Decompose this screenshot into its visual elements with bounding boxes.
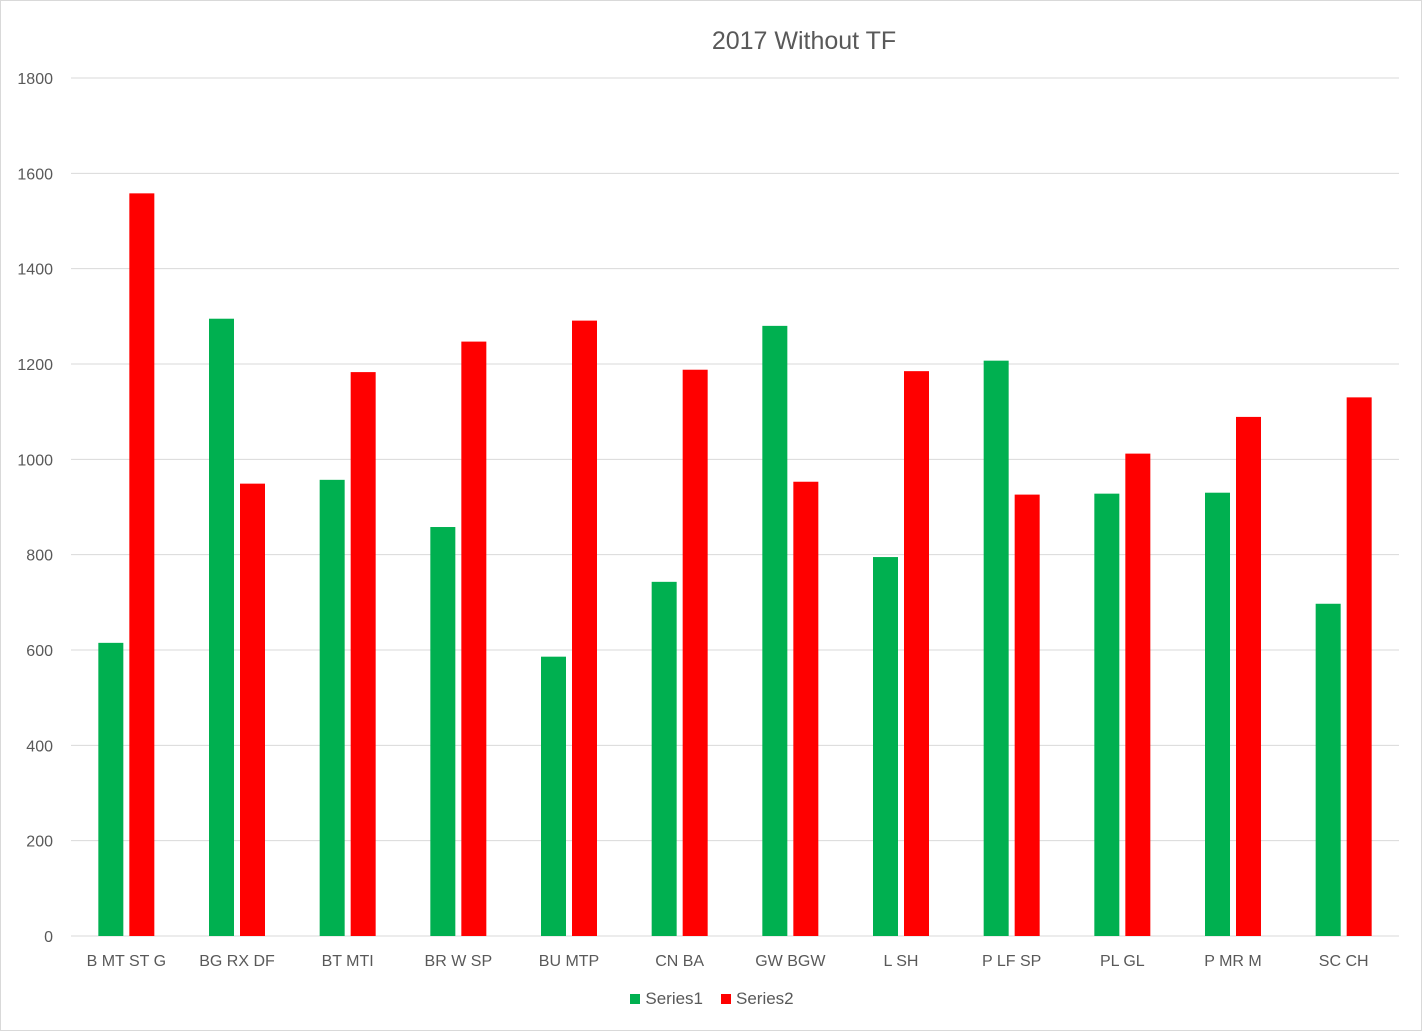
y-tick-label: 600 <box>26 643 53 660</box>
bar-series1-1 <box>209 318 234 936</box>
x-tick-label: L SH <box>884 953 919 970</box>
x-tick-label: P MR M <box>1204 953 1261 970</box>
bar-series1-4 <box>541 656 566 936</box>
x-tick-label: BT MTI <box>322 953 374 970</box>
bar-series2-3 <box>461 341 487 936</box>
x-tick-label: GW BGW <box>755 953 826 970</box>
x-tick-label: BG RX DF <box>199 953 275 970</box>
bar-series2-1 <box>240 483 265 936</box>
bar-series2-0 <box>129 193 155 936</box>
bar-series1-7 <box>873 557 898 936</box>
bar-series2-6 <box>793 481 819 936</box>
bar-series1-0 <box>98 642 124 936</box>
y-tick-label: 1800 <box>17 71 53 88</box>
legend-label-series1: Series1 <box>645 989 703 1008</box>
legend-swatch-series2 <box>721 994 731 1004</box>
bar-series2-4 <box>572 320 597 937</box>
bar-series2-5 <box>682 369 708 937</box>
bar-series2-7 <box>904 371 929 936</box>
bar-series1-2 <box>319 479 345 936</box>
y-tick-label: 800 <box>26 548 53 565</box>
bar-series1-11 <box>1315 603 1341 936</box>
bar-series1-8 <box>983 360 1009 936</box>
bar-series1-10 <box>1205 492 1230 936</box>
bar-series1-9 <box>1094 493 1120 936</box>
x-tick-label: PL GL <box>1100 953 1145 970</box>
bar-series1-3 <box>430 527 456 936</box>
x-tick-label: BU MTP <box>539 953 599 970</box>
legend-label-series2: Series2 <box>736 989 794 1008</box>
y-tick-label: 1400 <box>17 262 53 279</box>
bar-series2-10 <box>1236 416 1261 936</box>
y-axis-ticks: 0 200 400 600 800 1000 1200 1400 1600 1800 <box>17 71 53 946</box>
x-tick-label: B MT ST G <box>87 953 166 970</box>
y-tick-label: 1200 <box>17 357 53 374</box>
x-tick-label: P LF SP <box>982 953 1041 970</box>
bars <box>98 193 1372 937</box>
y-tick-label: 1000 <box>17 452 53 469</box>
y-tick-label: 1600 <box>17 166 53 183</box>
legend-item-series2: Series2 <box>721 989 794 1009</box>
x-tick-label: CN BA <box>655 953 704 970</box>
y-tick-label: 400 <box>26 738 53 755</box>
x-axis-labels: B MT ST G BG RX DF BT MTI BR W SP BU MTP CN B… <box>87 953 1369 970</box>
y-tick-label: 200 <box>26 834 53 851</box>
gridlines <box>71 77 1399 937</box>
chart-title: 2017 Without TF <box>711 27 897 55</box>
y-tick-label: 0 <box>44 929 53 946</box>
x-tick-label: SC CH <box>1319 953 1369 970</box>
x-tick-label: BR W SP <box>425 953 493 970</box>
bar-series2-9 <box>1125 453 1151 936</box>
bar-series2-8 <box>1014 494 1040 936</box>
bar-series1-5 <box>651 581 677 936</box>
bar-series2-11 <box>1346 397 1372 936</box>
bar-series2-2 <box>350 372 376 936</box>
legend-swatch-series1 <box>630 994 641 1004</box>
legend-item-series1: Series1 <box>630 989 703 1009</box>
legend: Series1 Series2 <box>1 989 1422 1009</box>
bar-series1-6 <box>762 325 788 936</box>
